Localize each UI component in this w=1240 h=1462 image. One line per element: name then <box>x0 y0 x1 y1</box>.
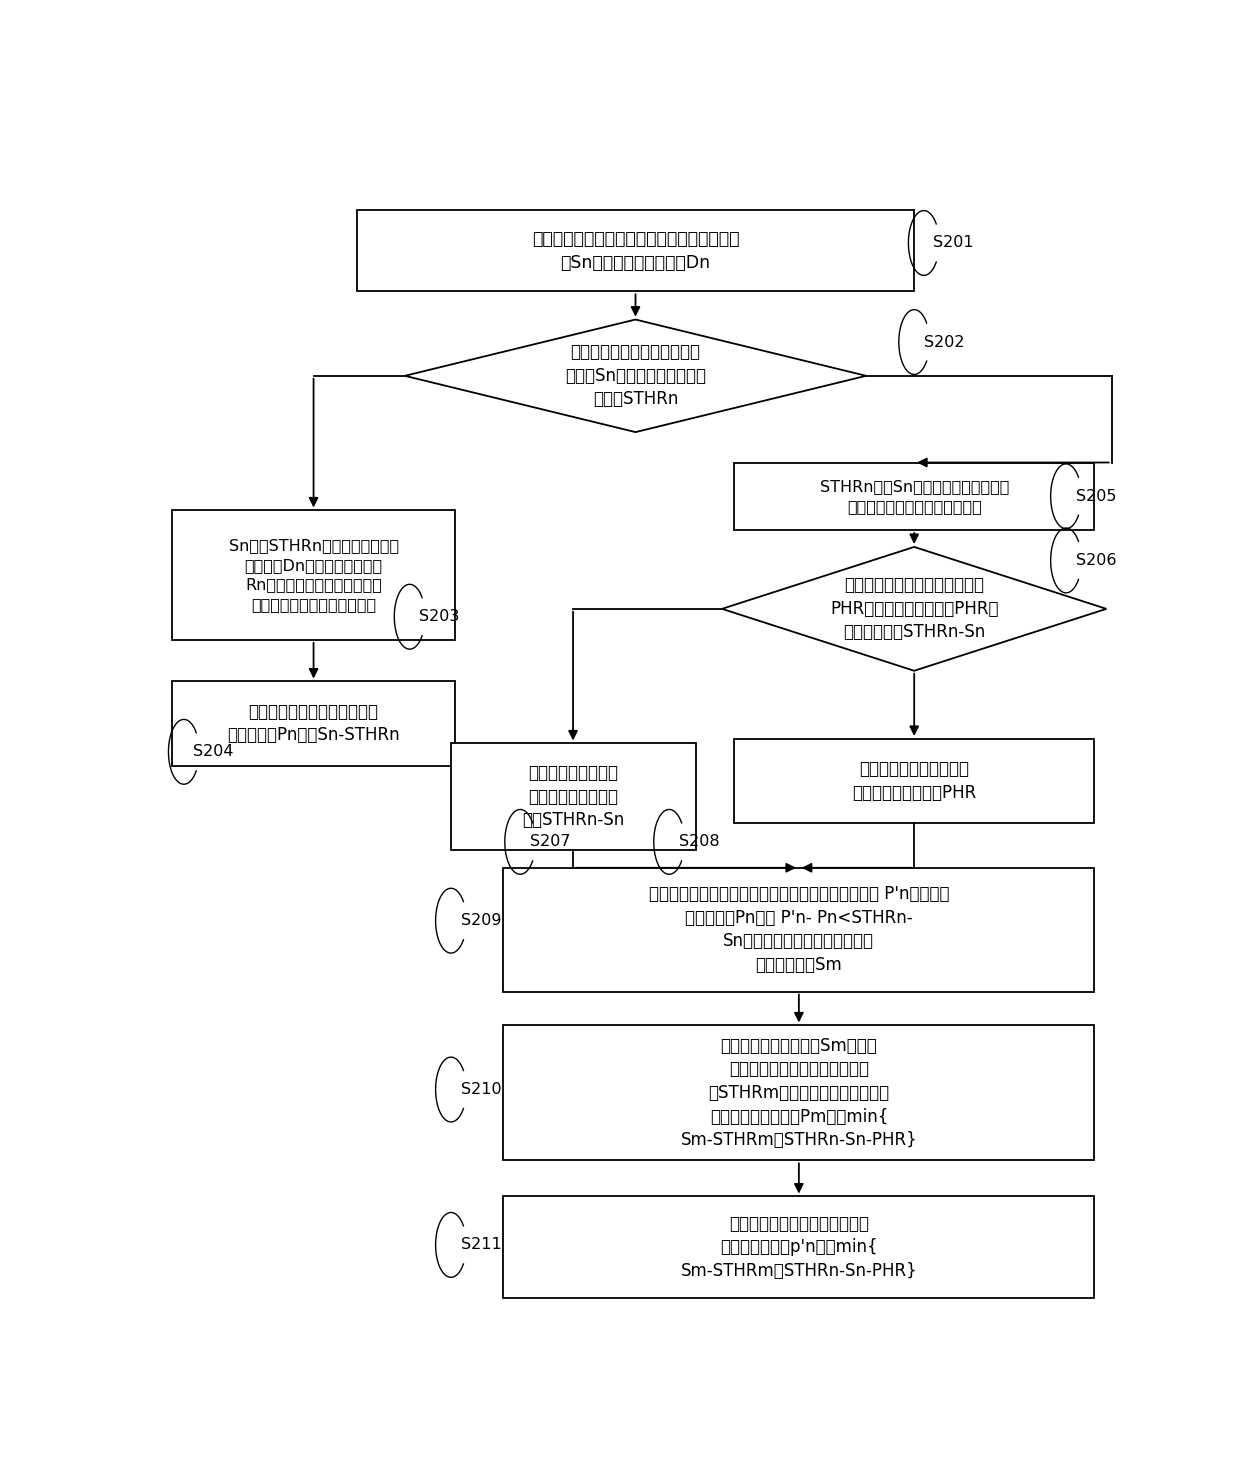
Text: S205: S205 <box>1075 488 1116 504</box>
Text: 该多模基站将该第一
制式网络的发射功率
增大STHRn-Sn: 该多模基站将该第一 制式网络的发射功率 增大STHRn-Sn <box>522 765 624 829</box>
FancyBboxPatch shape <box>357 211 914 291</box>
Text: 该多模基站查询当前的功率余量
PHR，并判断该功率余量PHR是
否大于或等于STHRn-Sn: 该多模基站查询当前的功率余量 PHR，并判断该功率余量PHR是 否大于或等于ST… <box>830 576 998 642</box>
Text: S201: S201 <box>934 235 975 250</box>
Text: S209: S209 <box>460 914 501 928</box>
FancyBboxPatch shape <box>503 1025 1095 1161</box>
Text: S207: S207 <box>529 835 570 849</box>
Text: 该多模基站在确定该第一制式网络增大后的发射功率 P'n与增大前
的发射功率Pn之差 P'n- Pn<STHRn-
Sn时，获取第二制式网络的小区
边缘覆盖强度S: 该多模基站在确定该第一制式网络增大后的发射功率 P'n与增大前 的发射功率Pn之… <box>649 886 949 974</box>
Text: S211: S211 <box>460 1237 501 1253</box>
Text: 该多模基站将该第一制式
网络的发射功率增大PHR: 该多模基站将该第一制式 网络的发射功率增大PHR <box>852 760 976 801</box>
Text: S203: S203 <box>419 610 460 624</box>
FancyBboxPatch shape <box>503 868 1095 991</box>
Text: S206: S206 <box>1075 553 1116 567</box>
Text: 该多模基站判断该小区边缘覆
盖强度Sn是否大于小区边缘覆
盖门限STHRn: 该多模基站判断该小区边缘覆 盖强度Sn是否大于小区边缘覆 盖门限STHRn <box>565 344 706 408</box>
FancyBboxPatch shape <box>172 681 455 766</box>
Polygon shape <box>404 320 866 433</box>
FancyBboxPatch shape <box>172 510 455 640</box>
Text: STHRn小于Sn，该多模基站确定该第
一制式网络存在边缘弱覆盖问题: STHRn小于Sn，该多模基站确定该第 一制式网络存在边缘弱覆盖问题 <box>820 480 1009 513</box>
Text: S208: S208 <box>678 835 719 849</box>
Text: S204: S204 <box>193 744 234 759</box>
Text: 该多模基站将该第一制式网络增
大后的发射功率p'n增大min{
Sm-STHRm，STHRn-Sn-PHR}: 该多模基站将该第一制式网络增 大后的发射功率p'n增大min{ Sm-STHRm… <box>681 1215 918 1279</box>
FancyBboxPatch shape <box>734 738 1095 823</box>
FancyBboxPatch shape <box>503 1196 1095 1298</box>
Text: S202: S202 <box>924 335 965 349</box>
Text: 若该小区边缘覆盖强度Sm大于该
第二制式网络的小区边缘覆盖门
限STHRm，则该多模基站将该第二
制式网络的发射功率Pm减小min{
Sm-STHRm，STHR: 若该小区边缘覆盖强度Sm大于该 第二制式网络的小区边缘覆盖门 限STHRm，则该… <box>681 1037 918 1149</box>
Polygon shape <box>722 547 1106 671</box>
Text: 该多模基站将该第一制式网络
的发射功率Pn减小Sn-STHRn: 该多模基站将该第一制式网络 的发射功率Pn减小Sn-STHRn <box>227 703 399 744</box>
FancyBboxPatch shape <box>450 743 696 851</box>
Text: Sn大于STHRn时，若该小区边缘
覆盖距离Dn大于小区规划半径
Rn，则该多模基站确定该第一
制式网络存在小区过覆盖问题: Sn大于STHRn时，若该小区边缘 覆盖距离Dn大于小区规划半径 Rn，则该多模… <box>228 538 398 613</box>
FancyBboxPatch shape <box>734 462 1095 531</box>
Text: 多模基站获取第一制式网络的小区边缘覆盖强
度Sn和小区边缘覆盖距离Dn: 多模基站获取第一制式网络的小区边缘覆盖强 度Sn和小区边缘覆盖距离Dn <box>532 230 739 272</box>
Text: S210: S210 <box>460 1082 501 1096</box>
